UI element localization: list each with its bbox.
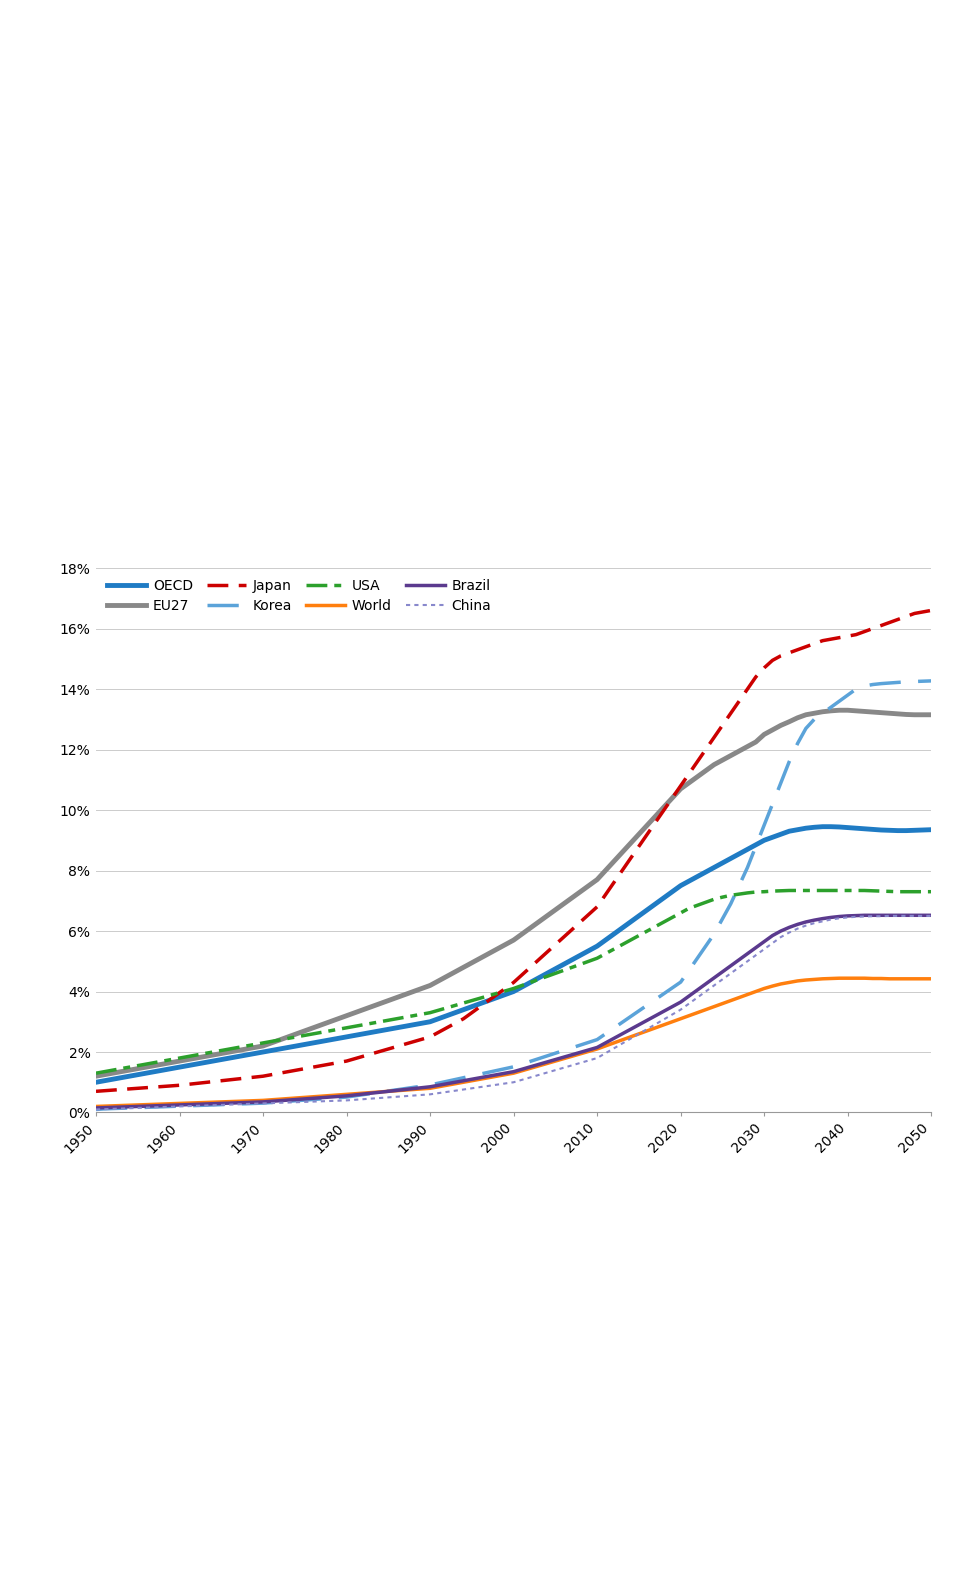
Legend: OECD, EU27, Japan, Korea, USA, World, Brazil, China: OECD, EU27, Japan, Korea, USA, World, Br…: [103, 574, 495, 617]
